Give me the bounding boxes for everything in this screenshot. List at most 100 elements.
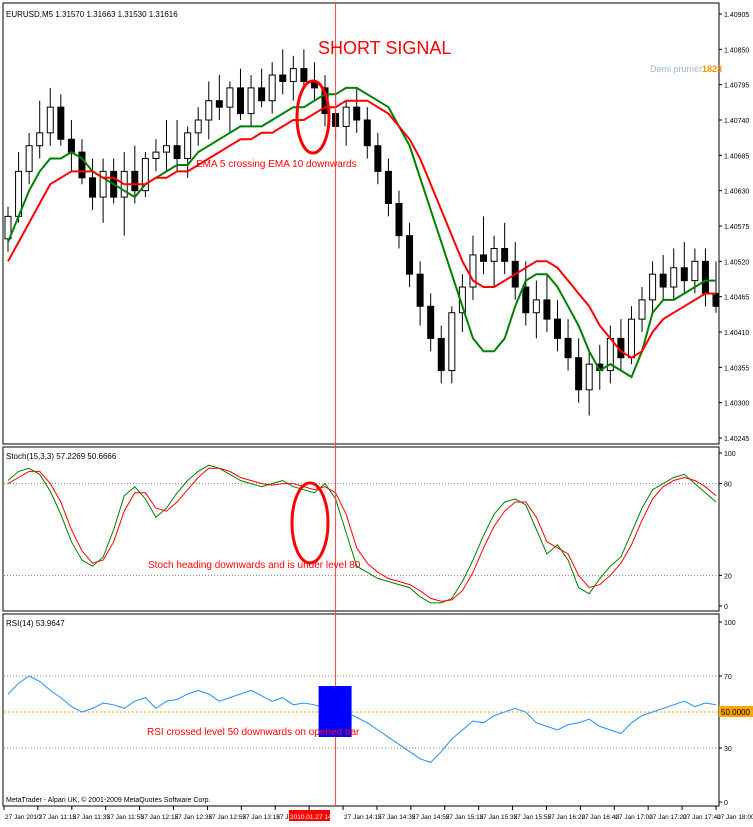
candle [173,120,181,172]
candle [279,49,287,95]
candle [406,222,414,288]
candle-body [659,273,667,288]
candle-body [173,145,181,160]
x-tick-label: 27 Jan 14:15 [344,814,382,821]
x-tick-label: 27 Jan 15:55 [514,814,552,821]
y-tick-label: 20 [724,573,732,580]
candle-body [585,363,593,391]
candle [300,49,308,88]
candle-body [4,215,12,240]
stoch-signal-line [7,467,717,602]
candle [374,132,382,185]
candle-body [141,158,149,192]
candle [384,158,392,217]
x-tick-label: 27 Jan 16:40 [581,814,619,821]
candle-body [680,267,688,282]
candle-body [501,247,509,262]
y-tick-label: 70 [724,674,732,681]
x-tick-label: 27 Jan 14:55 [412,814,450,821]
y-tick-label: 1.40685 [724,153,749,160]
candle-body [575,357,583,391]
candle-body [236,87,244,115]
candle-body [268,74,276,102]
candle [532,280,540,339]
y-tick-label: 0 [724,604,728,611]
y-tick-label: 100 [724,451,736,458]
candle [564,319,572,371]
x-tick-label: 27 Jan 12:35 [175,814,213,821]
candle [522,261,530,326]
candle-body [258,87,266,102]
y-tick-label: 1.40795 [724,83,749,90]
candle [416,261,424,326]
candle-body [480,254,488,262]
candle-body [649,273,657,301]
candle-body [57,106,65,140]
candle [268,62,276,114]
x-tick-label: 27 Jan 14:35 [378,814,416,821]
candle-body [638,299,646,320]
candle-body [36,132,44,147]
rsi-current-level-box [719,706,753,717]
x-tick-label: 27 Jan 17:40 [683,814,721,821]
candle-body [406,235,414,275]
candle [501,222,509,275]
candle-body [627,318,635,359]
y-tick-label: 1.40575 [724,224,749,231]
x-tick-label: 27 Jan 2010 [5,814,41,821]
candle-body [691,260,699,282]
ema-fast-line [7,86,716,379]
candle [57,94,65,146]
candle [638,287,646,332]
candle [649,261,657,313]
candle-body [78,151,86,179]
stoch-note: Stoch heading downwards and is under lev… [148,560,361,571]
candle-body [543,299,551,320]
candle [152,139,160,172]
candle [258,68,266,108]
stoch-signal-ellipse [290,481,330,565]
candle-body [215,100,223,108]
y-tick-label: 0 [724,800,728,807]
candle [205,81,213,140]
candle [553,299,561,352]
candle-body [353,106,361,121]
candle [89,158,97,210]
stoch-panel-frame [2,446,720,612]
candle [469,235,477,300]
candle [448,306,456,384]
candle [437,325,445,384]
candle [575,338,583,403]
y-tick-label: 1.40905 [724,12,749,19]
x-tick-label: 27 Jan 13:15 [242,814,280,821]
signal-time-box [289,810,330,821]
y-tick-label: 1.40355 [724,365,749,372]
candle-body [226,87,234,108]
candle-body [279,74,287,82]
y-tick-label: 100 [724,620,736,627]
candle-body [205,100,213,121]
candle-body [46,106,54,134]
y-tick-label: 1.40850 [724,47,749,54]
candle-body [342,106,350,127]
y-tick-label: 1.40740 [724,118,749,125]
y-tick-label: 1.40410 [724,330,749,337]
candle-body [184,132,192,160]
signal-time-label: 2010.01.27 14:00 [290,814,341,821]
ema-cross-note: EMA 5 crossing EMA 10 downwards [196,159,357,170]
candle [427,293,435,352]
y-tick-label: 1.40245 [724,436,749,443]
candle-body [89,177,97,198]
rsi-panel-frame [2,613,720,807]
candle [163,120,171,172]
candle-body [395,203,403,237]
x-tick-label: 27 Jan 15:35 [480,814,518,821]
candle [99,158,107,223]
candle-body [448,312,456,372]
candle-body [99,170,107,198]
candle [543,274,551,332]
price-panel-frame [2,2,720,445]
x-tick-label: 27 Jan 11:55 [107,814,144,821]
candle-body [469,254,477,288]
